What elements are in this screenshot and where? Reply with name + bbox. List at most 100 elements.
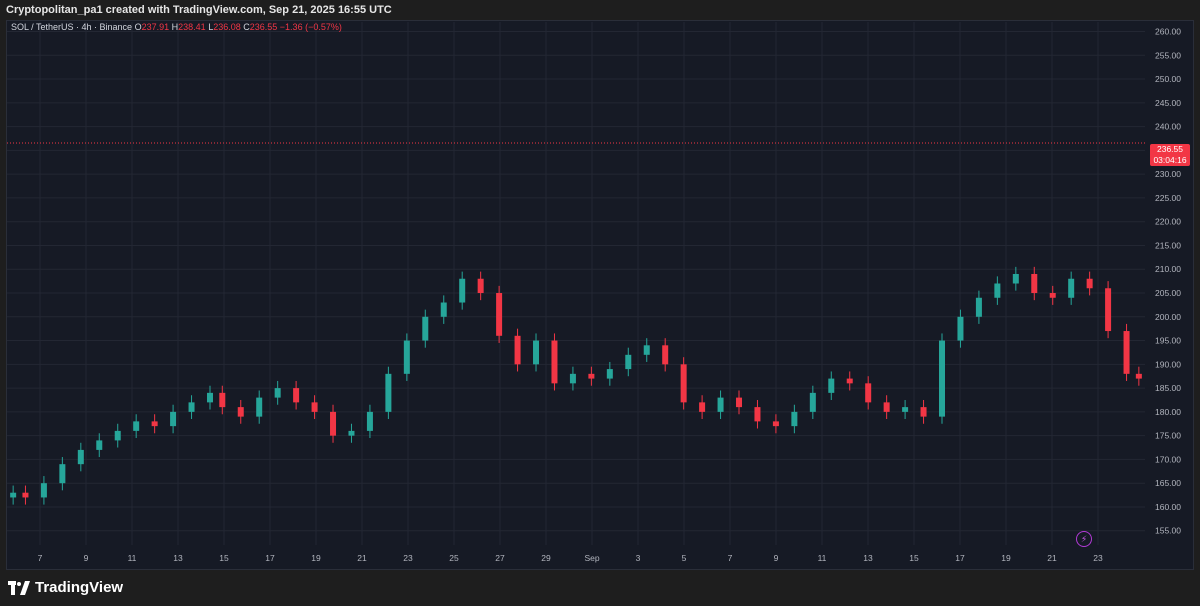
candle-body	[846, 378, 853, 384]
candle-body	[366, 411, 373, 431]
price-tick-label: 155.00	[1155, 526, 1181, 536]
price-tick-label: 190.00	[1155, 359, 1181, 369]
candle-body	[133, 421, 140, 431]
brand-name: TradingView	[35, 579, 124, 596]
price-tick-label: 180.00	[1155, 407, 1181, 417]
time-axis: 7 9 11 13 15 17 19 21 23 25 27 29 Sep 3 5 7 9 11 13 15 17 19 2…	[38, 553, 1103, 563]
candle-body	[440, 302, 447, 317]
candle-body	[40, 483, 47, 498]
time-tick-label: 9	[84, 553, 89, 563]
candle-body	[939, 340, 946, 417]
time-tick-label: 25	[449, 553, 459, 563]
candle-body	[1031, 273, 1038, 294]
candle-body	[920, 407, 927, 417]
grid-lines	[7, 22, 1145, 545]
symbol-label: SOL / TetherUS · 4h · Binance	[11, 22, 133, 32]
candle-body	[680, 364, 687, 403]
close-label: C	[243, 22, 250, 32]
candle-body	[662, 345, 669, 365]
time-tick-label: 23	[403, 553, 413, 563]
price-tick-label: 225.00	[1155, 193, 1181, 203]
price-tick-label: 200.00	[1155, 312, 1181, 322]
price-tick-label: 245.00	[1155, 98, 1181, 108]
price-tick-label: 170.00	[1155, 454, 1181, 464]
time-tick-label: 17	[265, 553, 275, 563]
candle-body	[828, 378, 835, 393]
candle-body	[772, 421, 779, 427]
price-tick-label: 255.00	[1155, 50, 1181, 60]
candle-body	[569, 373, 576, 384]
candle-body	[22, 492, 29, 498]
candle-body	[1135, 373, 1142, 379]
price-axis: 155.00 160.00 165.00 170.00 175.00 180.00 185.…	[1155, 27, 1181, 536]
candle-body	[699, 402, 706, 412]
candle-body	[1086, 278, 1093, 289]
candle-body	[551, 340, 558, 384]
candle-body	[975, 297, 982, 317]
candle-body	[514, 335, 521, 365]
candle-body	[865, 383, 872, 403]
flash-icon[interactable]: ⚡	[1076, 531, 1092, 547]
chart-header: Cryptopolitan_pa1 created with TradingVi…	[0, 0, 1200, 20]
candle-body	[274, 388, 281, 398]
candle-body	[606, 369, 613, 379]
low-label: L	[208, 22, 214, 32]
price-tick-label: 165.00	[1155, 478, 1181, 488]
candle-body	[77, 449, 84, 465]
low-value: 236.08	[213, 22, 241, 32]
candle-body	[754, 407, 761, 422]
close-value: 236.55	[249, 22, 278, 32]
price-tick-label: 260.00	[1155, 27, 1181, 37]
price-tick-label: 195.00	[1155, 336, 1181, 346]
candle-body	[588, 373, 595, 379]
tradingview-logo: TradingView	[8, 579, 123, 596]
time-tick-label: 29	[541, 553, 551, 563]
candle-body	[219, 392, 226, 408]
candle-body	[1123, 331, 1130, 374]
time-tick-label: 9	[774, 553, 779, 563]
time-tick-label: 21	[357, 553, 367, 563]
high-value: 238.41	[178, 22, 206, 32]
price-tick-label: 175.00	[1155, 431, 1181, 441]
time-tick-label: 13	[863, 553, 873, 563]
candle-body	[114, 430, 121, 441]
candle-body	[10, 492, 17, 498]
candle-body	[717, 397, 724, 412]
candle-body	[206, 392, 213, 403]
candle-body	[643, 345, 650, 355]
candle-body	[994, 283, 1001, 298]
candle-body	[791, 411, 798, 427]
candle-body	[59, 464, 66, 484]
candle-body	[883, 402, 890, 412]
time-tick-label: 21	[1047, 553, 1057, 563]
candles	[10, 266, 1142, 505]
time-tick-label: 15	[909, 553, 919, 563]
change-value: −1.36 (−0.57%)	[279, 22, 342, 32]
candle-body	[957, 316, 964, 341]
candlestick-chart[interactable]: 155.00 160.00 165.00 170.00 175.00 180.00 185.…	[0, 0, 1200, 570]
price-tick-label: 240.00	[1155, 122, 1181, 132]
time-tick-label: 13	[173, 553, 183, 563]
time-tick-label: 15	[219, 553, 229, 563]
footer	[0, 570, 1200, 606]
candle-body	[403, 340, 410, 374]
candle-body	[330, 411, 337, 436]
candle-body	[256, 397, 263, 417]
candle-body	[533, 340, 540, 365]
time-tick-label: 19	[311, 553, 321, 563]
high-label: H	[171, 22, 179, 32]
time-tick-label: 5	[682, 553, 687, 563]
countdown-value: 03:04:16	[1153, 155, 1187, 165]
candle-body	[496, 293, 503, 336]
time-tick-label: 3	[636, 553, 641, 563]
candle-body	[477, 278, 484, 294]
candle-body	[170, 411, 177, 427]
candle-body	[902, 407, 909, 412]
price-tick-label: 215.00	[1155, 240, 1181, 250]
candle-body	[237, 407, 244, 417]
candle-body	[459, 278, 466, 303]
candle-body	[809, 392, 816, 412]
time-tick-label: Sep	[584, 553, 599, 563]
time-tick-label: 27	[495, 553, 505, 563]
time-tick-label: 19	[1001, 553, 1011, 563]
